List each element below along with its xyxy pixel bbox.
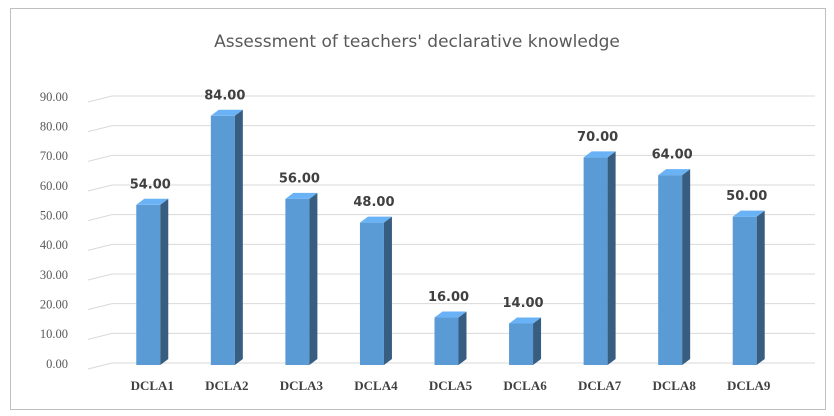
bar: [732, 210, 765, 365]
bar: [509, 317, 542, 365]
bar-front: [658, 175, 683, 365]
grid-line: [87, 243, 113, 251]
y-tick-label: 60.00: [40, 179, 68, 193]
grid-line: [87, 362, 113, 370]
bar-front: [359, 222, 384, 365]
y-tick-label: 20.00: [40, 298, 68, 312]
y-tick-label: 0.00: [46, 357, 68, 371]
bar-front: [285, 198, 310, 365]
value-label: 14.00: [502, 296, 543, 311]
y-tick-label: 10.00: [40, 327, 68, 341]
grid-line: [87, 332, 113, 340]
bar-front: [583, 157, 608, 365]
x-tick-label: DCLA2: [205, 378, 248, 393]
y-tick-label: 50.00: [40, 209, 68, 223]
bar: [359, 216, 392, 365]
x-tick-label: DCLA3: [280, 378, 324, 393]
x-tick-label: DCLA6: [503, 378, 547, 393]
bar-top: [434, 311, 467, 318]
bar-top: [583, 151, 616, 158]
grid-line: [87, 273, 113, 281]
bar: [583, 151, 616, 365]
grid-line: [87, 125, 113, 133]
bar-top: [359, 216, 392, 223]
bar-front: [136, 204, 161, 365]
value-label: 48.00: [353, 195, 394, 210]
x-tick-label: DCLA5: [429, 378, 473, 393]
bar-top: [658, 169, 691, 176]
grid-line: [87, 184, 113, 192]
bar: [658, 169, 691, 365]
bar-top: [210, 109, 243, 116]
grid-line: [87, 303, 113, 311]
grid-line: [87, 214, 113, 222]
bar-side: [234, 109, 243, 365]
value-label: 70.00: [577, 130, 618, 145]
bar-front: [434, 317, 459, 365]
y-tick-label: 90.00: [40, 90, 68, 104]
bar-side: [160, 198, 169, 365]
bar-side: [383, 216, 392, 365]
value-label: 56.00: [279, 171, 320, 186]
bar: [210, 109, 243, 365]
bar: [434, 311, 467, 365]
y-tick-label: 40.00: [40, 238, 68, 252]
value-label: 54.00: [130, 177, 171, 192]
value-label: 64.00: [652, 148, 693, 163]
y-tick-label: 80.00: [40, 120, 68, 134]
bar-front: [509, 323, 534, 365]
grid-line: [87, 154, 113, 162]
bar-front: [732, 216, 757, 365]
bar-side: [309, 192, 318, 365]
bar-side: [607, 151, 616, 365]
value-label: 50.00: [726, 189, 767, 204]
bar-top: [732, 210, 765, 217]
bar: [136, 198, 169, 365]
x-tick-label: DCLA8: [652, 378, 696, 393]
value-label: 84.00: [204, 88, 245, 103]
bar-top: [136, 198, 169, 205]
chart-title: Assessment of teachers' declarative know…: [214, 32, 620, 52]
bar-front: [210, 115, 235, 365]
bar-side: [756, 210, 765, 365]
x-tick-label: DCLA7: [578, 378, 622, 393]
chart-border: [10, 8, 826, 410]
y-tick-label: 70.00: [40, 149, 68, 163]
bar-side: [533, 317, 542, 365]
x-tick-label: DCLA1: [131, 378, 174, 393]
grid-line: [87, 95, 113, 103]
bar-top: [509, 317, 542, 324]
bar-side: [458, 311, 467, 365]
bar-top: [285, 192, 318, 199]
x-tick-label: DCLA9: [727, 378, 771, 393]
value-label: 16.00: [428, 290, 469, 305]
y-tick-label: 30.00: [40, 268, 68, 282]
bar: [285, 192, 318, 365]
x-tick-label: DCLA4: [354, 378, 398, 393]
bar-side: [682, 169, 691, 365]
